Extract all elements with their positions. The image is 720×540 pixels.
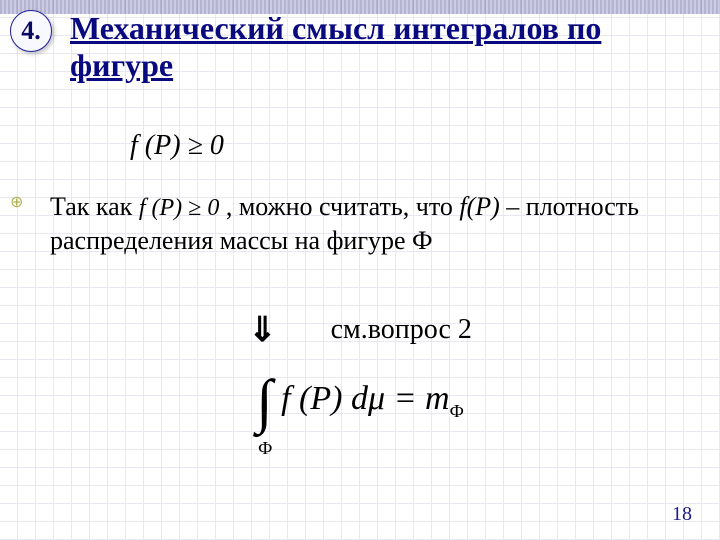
inline-formula: f (P) ≥ 0 — [139, 195, 219, 221]
page-number: 18 — [672, 503, 692, 526]
mass-subscript: Ф — [450, 401, 464, 421]
integrand-close: ) d — [331, 380, 368, 417]
anchor-glyph: ⊕ — [10, 192, 23, 212]
integrand-arg: P — [310, 380, 331, 417]
integrand-open: f ( — [281, 380, 310, 417]
slide-title: Механический смысл интегралов по фигуре — [70, 10, 700, 84]
integral-domain: Ф — [258, 438, 272, 459]
formula-text: f (P) ≥ 0 — [130, 130, 224, 161]
arrow-row: ⇓ см.вопрос 2 — [0, 310, 720, 350]
body-prefix: Так как — [50, 192, 139, 221]
down-arrow-icon: ⇓ — [248, 310, 277, 350]
body-mid: , можно считать, что — [219, 192, 459, 221]
body-paragraph: Так как f (P) ≥ 0 , можно считать, что f… — [50, 190, 690, 258]
equals-m: = m — [385, 380, 450, 417]
integral-formula: ∫ Ф f (P) dμ = mФ — [0, 380, 720, 422]
mu-symbol: μ — [368, 380, 385, 417]
formula-condition: f (P) ≥ 0 — [130, 130, 224, 162]
see-reference: см.вопрос 2 — [331, 314, 472, 346]
section-number-badge: 4. — [10, 10, 52, 52]
f-of-p: f(P) — [459, 192, 499, 221]
integral-sign: ∫ — [256, 383, 272, 419]
